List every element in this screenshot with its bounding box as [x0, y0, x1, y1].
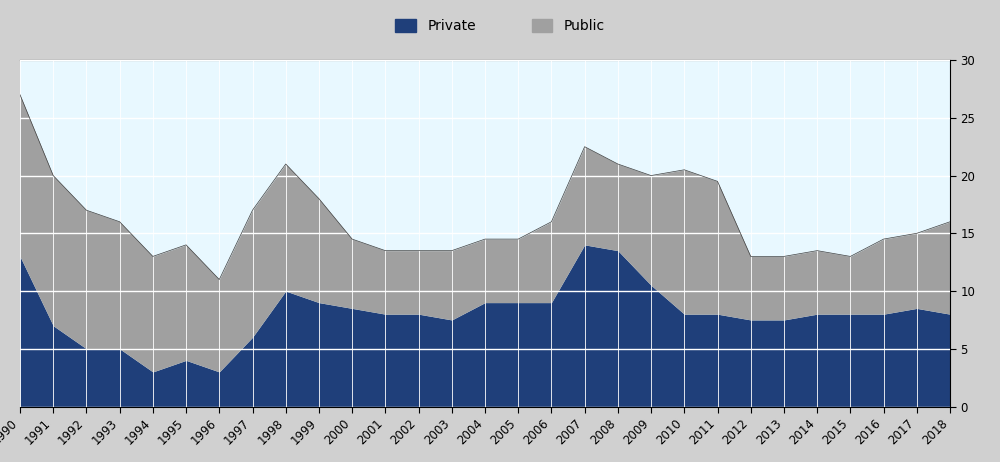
- Legend: Private, Public: Private, Public: [391, 15, 609, 37]
